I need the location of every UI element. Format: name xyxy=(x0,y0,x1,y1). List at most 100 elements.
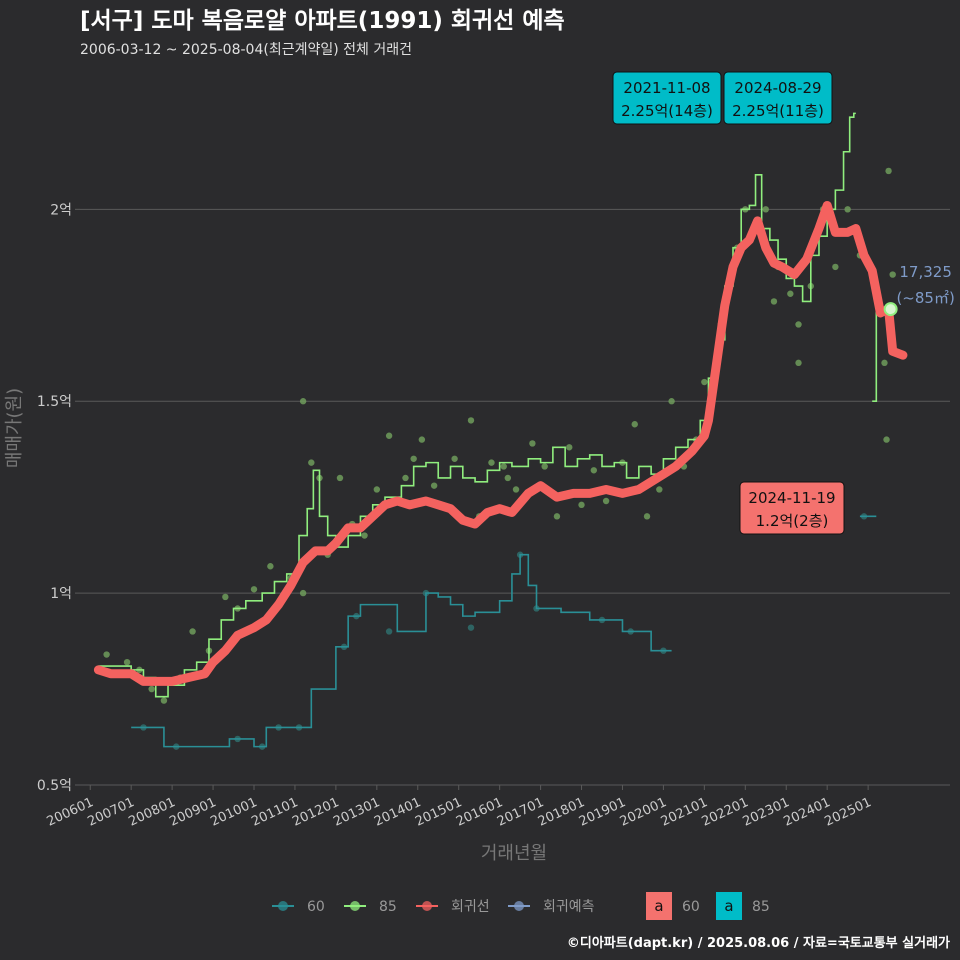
legend: 60 85 회귀선 회귀예측 a 60 a 85 xyxy=(272,892,770,920)
x-tick-label: 201901 xyxy=(577,795,628,830)
x-tick-label: 200901 xyxy=(167,795,218,830)
annotation-value: 1.2억(2층) xyxy=(756,512,829,530)
legend-label: 60 xyxy=(307,899,325,915)
scatter-point-85 xyxy=(762,206,769,213)
scatter-point-85 xyxy=(668,398,675,405)
scatter-point-85 xyxy=(578,501,585,509)
scatter-point-85 xyxy=(844,206,851,213)
scatter-point-85 xyxy=(590,467,598,474)
x-tick-label: 201201 xyxy=(290,795,341,830)
x-tick-label: 201601 xyxy=(454,795,505,830)
scatter-point-85 xyxy=(883,436,890,443)
scatter-point-85 xyxy=(267,563,274,570)
scatter-point-85 xyxy=(299,398,307,405)
x-tick-label: 201301 xyxy=(331,795,382,830)
scatter-point-85 xyxy=(602,497,610,505)
scatter-point-85 xyxy=(787,290,794,297)
annotation-box xyxy=(739,481,845,535)
side-label-area: (~85㎡) xyxy=(896,289,954,307)
scatter-point-85 xyxy=(418,436,426,443)
scatter-point-85 xyxy=(770,298,778,305)
legend-dot-1 xyxy=(350,901,360,911)
legend-box-label: 85 xyxy=(752,899,770,915)
x-tick-label: 200701 xyxy=(86,795,137,830)
series-line-60 xyxy=(131,553,672,748)
scatter-point-85 xyxy=(299,589,307,597)
side-label-price: 17,325 xyxy=(899,263,952,281)
x-tick-label: 200801 xyxy=(126,795,177,830)
x-tick-label: 202301 xyxy=(741,795,792,830)
scatter-point-85 xyxy=(529,440,536,447)
scatter-point-85 xyxy=(250,586,258,593)
scatter-point-85 xyxy=(553,513,561,520)
annotation-date: 2024-11-19 xyxy=(748,489,835,507)
scatter-point-85 xyxy=(701,378,708,386)
scatter-point-85 xyxy=(500,463,507,470)
legend-box-0 xyxy=(646,892,672,920)
scatter-point-85 xyxy=(103,651,110,658)
scatter-point-85 xyxy=(123,658,131,666)
x-tick-label: 201101 xyxy=(249,795,300,830)
legend-dot-2 xyxy=(422,901,432,911)
legend-box-glyph: a xyxy=(654,897,663,915)
scatter-point-60 xyxy=(385,628,393,635)
annotation-box xyxy=(612,71,722,125)
footer-credit: ©디아파트(dapt.kr) / 2025.08.06 / 자료=국토교통부 실… xyxy=(567,935,950,951)
legend-box-glyph: a xyxy=(724,897,733,915)
x-tick-label: 201701 xyxy=(495,795,546,830)
legend-box-1 xyxy=(716,892,742,920)
scatter-point-85 xyxy=(410,455,417,462)
x-tick-label: 202001 xyxy=(618,795,669,830)
scatter-point-85 xyxy=(885,167,892,175)
current-point-marker xyxy=(883,302,898,317)
scatter-point-85 xyxy=(189,628,196,635)
x-tick-label: 202101 xyxy=(659,795,710,830)
legend-label: 회귀예측 xyxy=(543,899,595,915)
scatter-point-85 xyxy=(795,359,802,367)
scatter-point-85 xyxy=(160,697,168,704)
legend-dot-3 xyxy=(514,901,524,911)
scatter-point-85 xyxy=(631,421,638,428)
series-lines xyxy=(93,112,908,748)
scatter-point-85 xyxy=(488,459,495,466)
x-tick-label: 202401 xyxy=(782,795,833,830)
scatter-point-85 xyxy=(566,444,573,451)
regression-line xyxy=(93,200,908,686)
x-tick-label: 200601 xyxy=(45,795,96,830)
x-tick-label: 201001 xyxy=(208,795,259,830)
annotation-date: 2024-08-29 xyxy=(734,79,821,97)
scatter-point-85 xyxy=(541,463,548,470)
scatter-point-85 xyxy=(430,482,438,489)
scatter-point-85 xyxy=(656,486,663,493)
scatter-point-85 xyxy=(881,359,888,367)
y-axis-label: 매매가(원) xyxy=(4,388,25,468)
y-tick-label: 2억 xyxy=(50,202,72,218)
x-tick-label: 201801 xyxy=(536,795,587,830)
annotations: 17,325 (~85㎡) 2021-11-08 2.25억(14층) 2024-08-… xyxy=(612,71,955,535)
scatter-point-85 xyxy=(832,263,839,271)
x-tick-label: 202501 xyxy=(822,795,873,830)
y-tick-label: 1억 xyxy=(50,586,72,602)
scatter-point-85 xyxy=(361,532,368,539)
legend-dot-0 xyxy=(278,901,288,911)
chart-subtitle: 2006-03-12 ~ 2025-08-04(최근계약일) 전체 거래건 xyxy=(80,42,412,58)
scatter-point-85 xyxy=(308,459,315,466)
annotation-value: 2.25억(14층) xyxy=(621,102,713,120)
scatter-point-85 xyxy=(385,432,393,439)
scatter-point-85 xyxy=(512,486,520,493)
scatter-point-85 xyxy=(889,271,896,278)
legend-label: 85 xyxy=(379,899,397,915)
scatter-point-85 xyxy=(336,474,344,482)
legend-label: 회귀선 xyxy=(451,899,490,915)
scatter-point-85 xyxy=(643,513,651,520)
chart-title: [서구] 도마 복음로얄 아파트(1991) 회귀선 예측 xyxy=(80,8,565,34)
scatter-point-85 xyxy=(373,486,381,493)
scatter-point-85 xyxy=(795,321,802,328)
scatter-point-85 xyxy=(148,685,155,693)
y-tick-label: 0.5억 xyxy=(37,778,72,794)
scatter-point-85 xyxy=(467,417,475,424)
x-tick-label: 201501 xyxy=(413,795,464,830)
annotation-box xyxy=(723,71,833,125)
x-tick-label: 201401 xyxy=(372,795,423,830)
